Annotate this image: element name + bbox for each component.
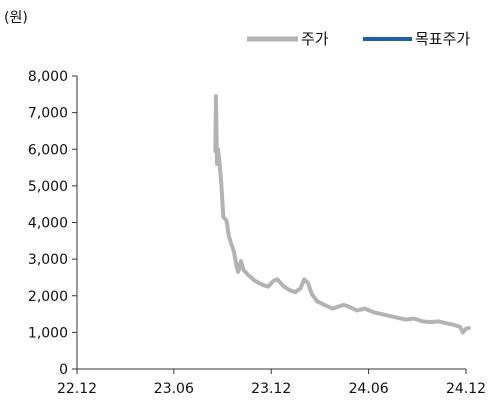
data-point (388, 315, 391, 317)
data-point (348, 305, 350, 308)
data-point (307, 282, 309, 284)
x-tick-label: 23.12 (251, 381, 291, 397)
x-axis: 22.12 23.06 23.12 24.06 24.12 (57, 368, 486, 397)
data-point (396, 316, 399, 319)
data-point (218, 163, 221, 165)
data-point (413, 317, 415, 320)
x-tick-label: 22.12 (57, 381, 97, 397)
data-point (215, 95, 217, 97)
data-point (445, 322, 448, 325)
data-point (421, 320, 424, 323)
y-tick-label: 2,000 (28, 289, 68, 305)
data-point (372, 311, 375, 314)
data-point (254, 280, 257, 282)
x-tick-label: 23.06 (154, 381, 194, 397)
y-tick-label: 8,000 (28, 69, 68, 85)
data-point (310, 293, 313, 295)
series-line-0 (213, 94, 471, 335)
data-point (316, 300, 318, 303)
data-point (242, 269, 245, 271)
data-point (222, 216, 225, 218)
data-point (437, 320, 440, 323)
data-point (342, 304, 345, 306)
data-point (337, 305, 340, 308)
data-point (227, 234, 230, 237)
data-point (248, 274, 250, 277)
y-tick-label: 4,000 (28, 216, 68, 232)
data-point (467, 327, 470, 329)
data-point (261, 284, 264, 286)
legend: 주가 목표주가 (247, 30, 470, 48)
data-point (303, 278, 306, 281)
data-point (294, 291, 297, 293)
data-point (267, 285, 269, 288)
data-point (240, 260, 242, 262)
y-tick-label: 0 (59, 362, 68, 378)
data-point (429, 321, 432, 323)
data-point (405, 318, 407, 321)
y-tick-label: 6,000 (28, 142, 68, 158)
data-point (276, 278, 278, 281)
y-tick-label: 5,000 (28, 179, 68, 195)
y-tick-label: 1,000 (28, 325, 68, 341)
data-point (465, 327, 467, 330)
data-point (356, 309, 358, 312)
data-point (459, 326, 461, 328)
x-tick-label: 24.06 (349, 381, 389, 397)
data-point (237, 271, 239, 273)
y-tick-label: 3,000 (28, 252, 68, 268)
data-point (235, 265, 238, 268)
legend-label-price: 주가 (301, 30, 329, 48)
data-point (454, 324, 456, 326)
data-point (214, 150, 217, 152)
data-point (380, 313, 383, 315)
data-point (225, 219, 228, 222)
data-point (299, 287, 302, 290)
data-point (331, 307, 334, 310)
data-point (217, 148, 219, 151)
data-point (323, 304, 326, 306)
series-layer (213, 94, 471, 335)
data-point (220, 181, 222, 183)
data-point (233, 251, 235, 253)
y-axis: 0 1,000 2,000 3,000 4,000 5,000 6,000 7,000 8,00… (28, 69, 78, 378)
data-point (289, 289, 291, 292)
data-point (216, 163, 218, 165)
data-point (364, 307, 366, 310)
data-point (272, 280, 275, 282)
data-point (283, 285, 285, 288)
x-tick-label: 24.12 (446, 381, 486, 397)
y-tick-label: 7,000 (28, 106, 68, 122)
legend-label-target: 목표주가 (415, 30, 470, 48)
data-point (230, 241, 232, 244)
data-point (462, 331, 464, 334)
unit-label: (원) (4, 10, 28, 26)
